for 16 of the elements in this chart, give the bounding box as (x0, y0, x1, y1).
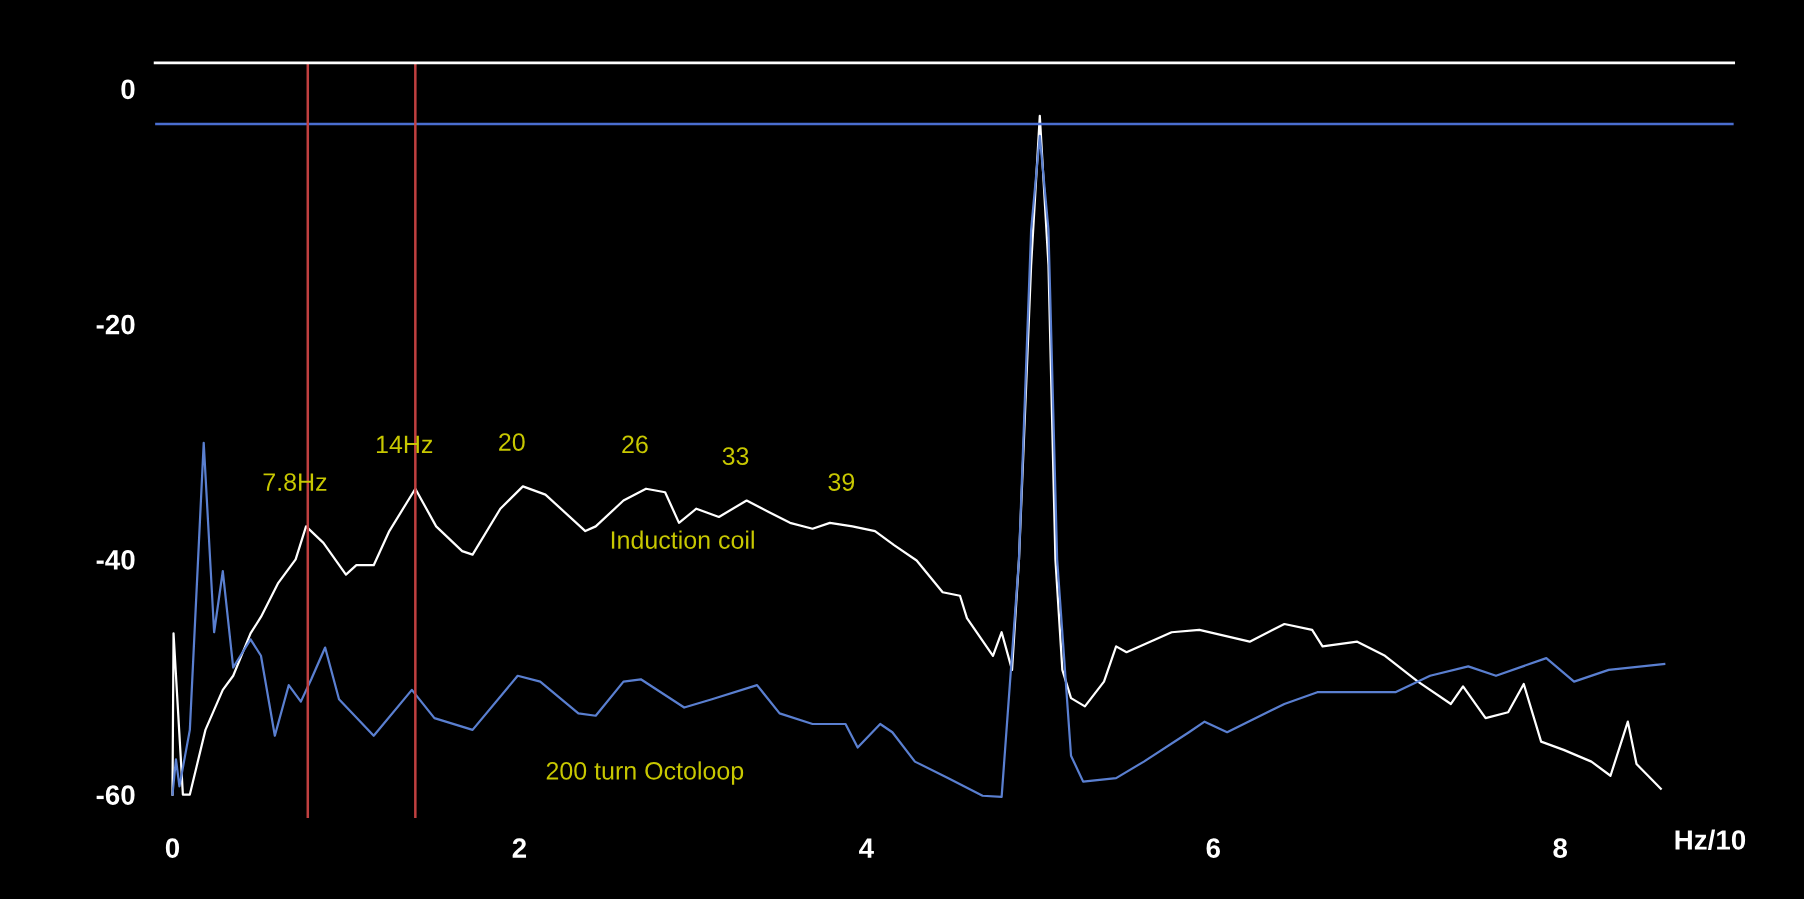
annotation: 20 (499, 433, 525, 451)
text: 200 turn Octoloop (546, 761, 744, 785)
annotation: 39 (828, 473, 855, 491)
annotation: 26 (622, 435, 648, 454)
y-tick-label: -40 (96, 549, 135, 570)
annotation: 33 (722, 447, 749, 465)
y-tick-label: -60 (96, 785, 135, 805)
x-axis-title: Hz/10 (1675, 829, 1746, 851)
x-tick-label: 8 (1553, 838, 1568, 858)
x-tick-label: 6 (1206, 838, 1220, 858)
x-tick-label: 0 (165, 838, 180, 858)
y-tick-label: -20 (96, 314, 135, 335)
series-label: Induction coil (611, 530, 754, 549)
y-tick-label: 0 (121, 79, 135, 100)
x-tick-label: 2 (512, 838, 527, 858)
x-tick-label: 4 (859, 838, 874, 858)
